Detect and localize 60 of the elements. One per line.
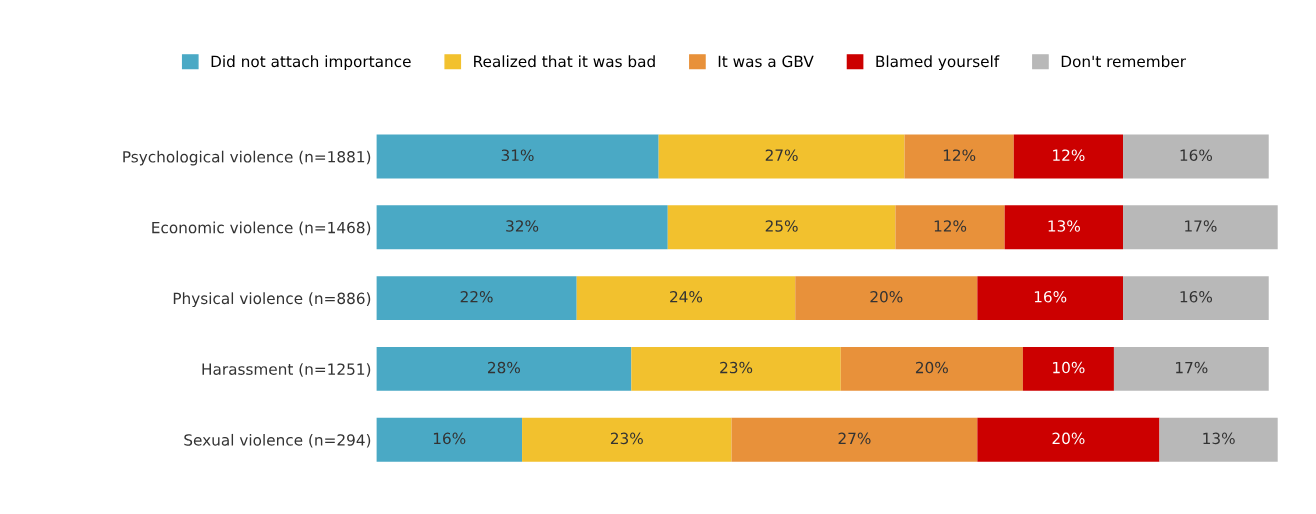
data-label: 16% bbox=[1180, 149, 1213, 161]
bar bbox=[667, 205, 896, 250]
data-label: 31% bbox=[501, 149, 534, 161]
data-label: 28% bbox=[488, 361, 520, 374]
data-label: 12% bbox=[934, 220, 967, 232]
bar bbox=[1123, 134, 1269, 179]
bar bbox=[376, 205, 668, 250]
data-label: 12% bbox=[943, 149, 976, 161]
legend-label: Realized that it was bad bbox=[474, 55, 655, 68]
data-label: 16% bbox=[433, 432, 466, 445]
legend-label: It was a GBV bbox=[718, 55, 814, 68]
data-label: 25% bbox=[765, 220, 798, 232]
y-tick-label: Physical violence (n=886) bbox=[173, 292, 371, 308]
bar bbox=[376, 276, 577, 321]
bar bbox=[658, 134, 905, 179]
bar bbox=[795, 276, 978, 321]
bar bbox=[904, 134, 1014, 179]
bar bbox=[1159, 417, 1278, 462]
data-label: 17% bbox=[1185, 220, 1217, 232]
legend-label: Did not attach importance bbox=[211, 55, 411, 71]
bar bbox=[1013, 134, 1124, 179]
bar bbox=[977, 276, 1124, 321]
legend-label: Don't remember bbox=[1061, 55, 1187, 68]
bar bbox=[977, 417, 1160, 462]
data-label: 16% bbox=[1180, 291, 1213, 303]
y-tick-label: Harassment (n=1251) bbox=[202, 363, 371, 377]
bar bbox=[1123, 276, 1269, 321]
data-label: 20% bbox=[915, 361, 948, 374]
data-label: 17% bbox=[1176, 361, 1208, 374]
bar bbox=[376, 134, 659, 179]
y-tick-label: Psychological violence (n=1881) bbox=[123, 150, 371, 166]
legend-label: Blamed yourself bbox=[876, 55, 1000, 71]
bar bbox=[1123, 205, 1278, 250]
bar bbox=[376, 417, 523, 462]
data-label: 13% bbox=[1048, 220, 1080, 232]
bar bbox=[631, 346, 841, 391]
bar bbox=[840, 346, 1023, 391]
data-label: 20% bbox=[870, 291, 903, 303]
bar bbox=[376, 346, 632, 391]
bar bbox=[1113, 346, 1269, 391]
data-label: 12% bbox=[1053, 149, 1085, 161]
y-tick-label: Economic violence (n=1468) bbox=[152, 221, 371, 236]
data-label: 23% bbox=[610, 432, 643, 445]
data-label: 16% bbox=[1034, 291, 1067, 303]
data-label: 32% bbox=[506, 220, 539, 232]
y-tick-label: Sexual violence (n=294) bbox=[184, 433, 371, 448]
data-label: 23% bbox=[720, 361, 753, 374]
data-label: 20% bbox=[1052, 432, 1085, 445]
bar bbox=[1004, 205, 1124, 250]
bar bbox=[1022, 346, 1114, 391]
bar bbox=[522, 417, 732, 462]
bar bbox=[731, 417, 978, 462]
data-label: 10% bbox=[1053, 361, 1085, 374]
data-label: 22% bbox=[460, 291, 493, 303]
bar bbox=[576, 276, 796, 321]
data-label: 27% bbox=[838, 432, 871, 445]
data-label: 13% bbox=[1203, 432, 1235, 445]
data-label: 24% bbox=[670, 291, 703, 303]
bar bbox=[895, 205, 1005, 250]
data-label: 27% bbox=[765, 149, 798, 161]
